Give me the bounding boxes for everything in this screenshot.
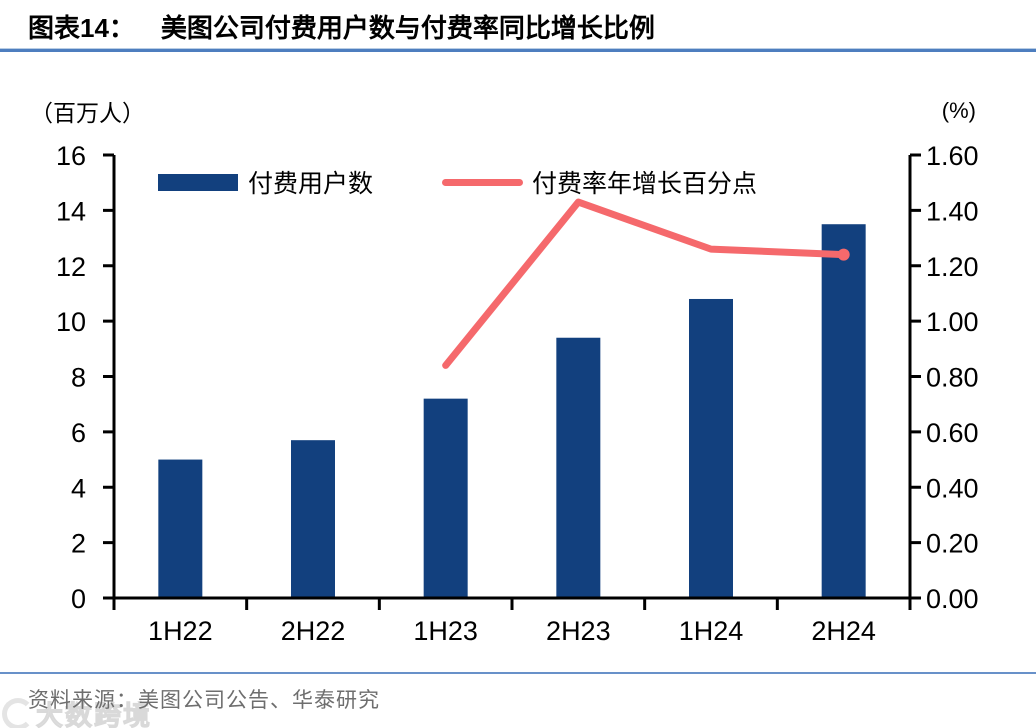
- source-note: 资料来源：美图公司公告、华泰研究: [28, 688, 380, 712]
- figure-number-label: 图表14：: [28, 13, 135, 43]
- bar-1H24: [689, 298, 733, 598]
- bar-2H22: [291, 440, 335, 598]
- x-axis-label-1H23: 1H23: [413, 616, 478, 646]
- right-axis-tick-label: 1.20: [926, 252, 979, 282]
- right-axis-tick-label: 0.20: [926, 529, 979, 559]
- bar-2H23: [556, 337, 601, 598]
- combo-chart-canvas: 0 2 4 6 8 10 12 14 16 0.00 0.20 0.40 0.60 0.80 1.00 1.2…: [56, 141, 979, 646]
- left-axis-tick-label: 14: [56, 196, 86, 226]
- right-axis-tick-label: 0.60: [926, 418, 979, 448]
- growth-rate-line: [442, 198, 848, 369]
- bar-1H22: [158, 459, 203, 598]
- right-axis-tick-label: 1.00: [926, 307, 979, 337]
- left-axis-tick-label: 6: [71, 418, 86, 448]
- legend-item-paid-users: 付费用户数: [158, 164, 373, 200]
- right-axis-tick-label: 0.40: [926, 473, 979, 503]
- watermark-text: 大数跨境: [36, 701, 152, 728]
- left-axis-tick-label: 8: [71, 363, 86, 393]
- x-axis-label-2H22: 2H22: [281, 616, 346, 646]
- line-series-swatch-icon: [442, 178, 523, 186]
- legend-label-paid-users: 付费用户数: [248, 171, 374, 198]
- left-axis-tick-label: 10: [56, 307, 86, 337]
- x-axis-label-1H24: 1H24: [679, 616, 744, 646]
- growth-rate-line-end-marker: [837, 248, 850, 261]
- title-divider-rule: [0, 48, 1036, 52]
- x-axis-label-2H23: 2H23: [546, 616, 611, 646]
- left-axis-tick-label: 12: [56, 252, 86, 282]
- right-axis-unit-label: (%): [941, 98, 976, 123]
- bar-1H23: [423, 398, 468, 598]
- right-axis-tick-label: 1.60: [926, 141, 979, 171]
- bar-2H24: [821, 224, 866, 598]
- right-axis-tick-label: 1.40: [926, 196, 979, 226]
- right-axis-tick-label: 0.80: [926, 363, 979, 393]
- right-axis-tick-label: 0.00: [926, 584, 979, 614]
- chart-title: 图表14： 美图公司付费用户数与付费率同比增长比例: [28, 8, 1026, 45]
- figure-title-text: 美图公司付费用户数与付费率同比增长比例: [160, 13, 655, 43]
- left-axis-tick-label: 2: [71, 529, 86, 559]
- x-axis-label-1H22: 1H22: [148, 616, 213, 646]
- watermark-logo-icon: [2, 697, 34, 728]
- legend-label-pay-rate-growth: 付费率年增长百分点: [532, 171, 758, 198]
- left-axis-unit-label: （百万人）: [30, 101, 145, 126]
- x-axis-label-2H24: 2H24: [811, 616, 876, 646]
- legend-item-pay-rate-growth: 付费率年增长百分点: [442, 164, 757, 200]
- left-axis-tick-label: 16: [56, 141, 86, 171]
- left-axis-tick-label: 0: [71, 584, 86, 614]
- bar-series-swatch-icon: [158, 173, 238, 191]
- watermark: 大数跨境: [2, 694, 152, 728]
- left-axis-tick-label: 4: [71, 473, 86, 503]
- footer-divider-rule: [0, 672, 1036, 674]
